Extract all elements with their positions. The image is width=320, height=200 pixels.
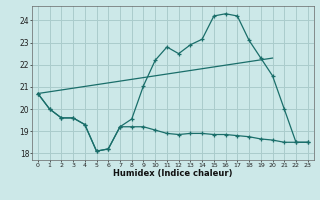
X-axis label: Humidex (Indice chaleur): Humidex (Indice chaleur) xyxy=(113,169,233,178)
